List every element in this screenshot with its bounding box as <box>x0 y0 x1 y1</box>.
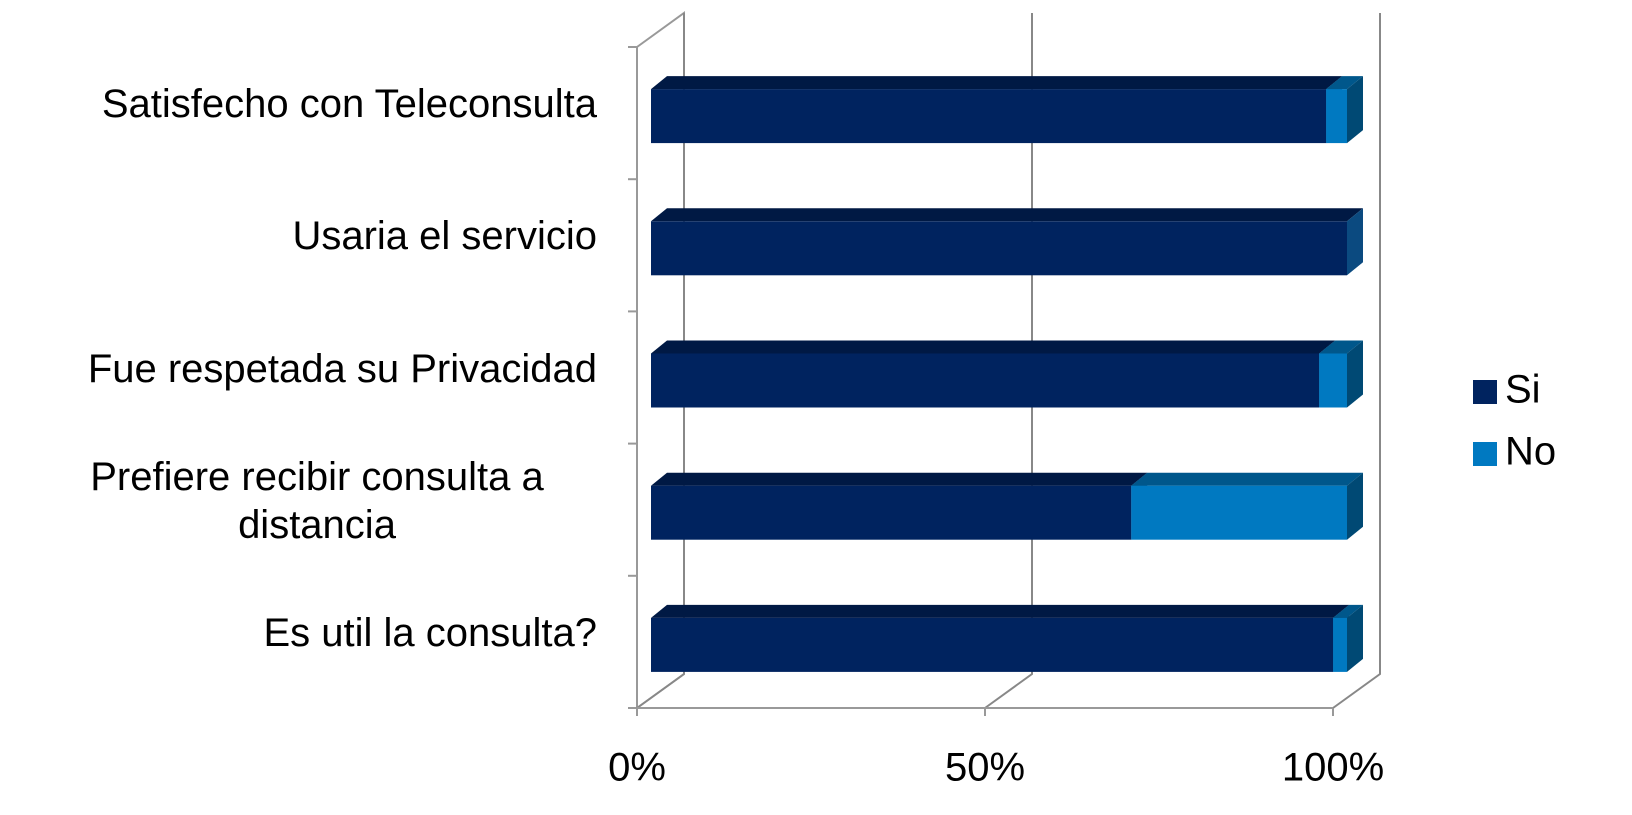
y-tick-label: Es util la consulta? <box>263 609 597 657</box>
x-tick-label: 100% <box>1282 746 1384 790</box>
legend-label: No <box>1505 430 1556 474</box>
legend-label: Si <box>1505 368 1541 412</box>
legend-swatch <box>1473 380 1497 404</box>
y-tick-label: Fue respetada su Privacidad <box>88 345 597 393</box>
bar <box>651 486 1131 540</box>
x-tick-label: 50% <box>945 746 1025 790</box>
bar <box>1333 618 1347 672</box>
x-tick-label: 0% <box>608 746 666 790</box>
bar <box>651 89 1326 143</box>
bar-top <box>651 341 1335 354</box>
bar <box>651 221 1347 275</box>
bar <box>651 354 1319 408</box>
y-tick-label: Satisfecho con Teleconsulta <box>102 80 597 128</box>
bar <box>1326 89 1347 143</box>
bar-top <box>651 605 1349 618</box>
bar <box>1319 354 1347 408</box>
bar <box>1131 486 1347 540</box>
page: 0% 50% 100% Si No Satisfecho con Teleconsult… <box>0 0 1632 815</box>
y-tick-label: Prefiere recibir consulta a distancia <box>37 453 597 549</box>
bar-top <box>651 76 1342 89</box>
bar-top <box>651 473 1147 486</box>
bar-top <box>651 208 1363 221</box>
bar <box>651 618 1333 672</box>
legend-swatch <box>1473 442 1497 466</box>
y-tick-label: Usaria el servicio <box>292 212 597 260</box>
bar-top <box>1131 473 1363 486</box>
